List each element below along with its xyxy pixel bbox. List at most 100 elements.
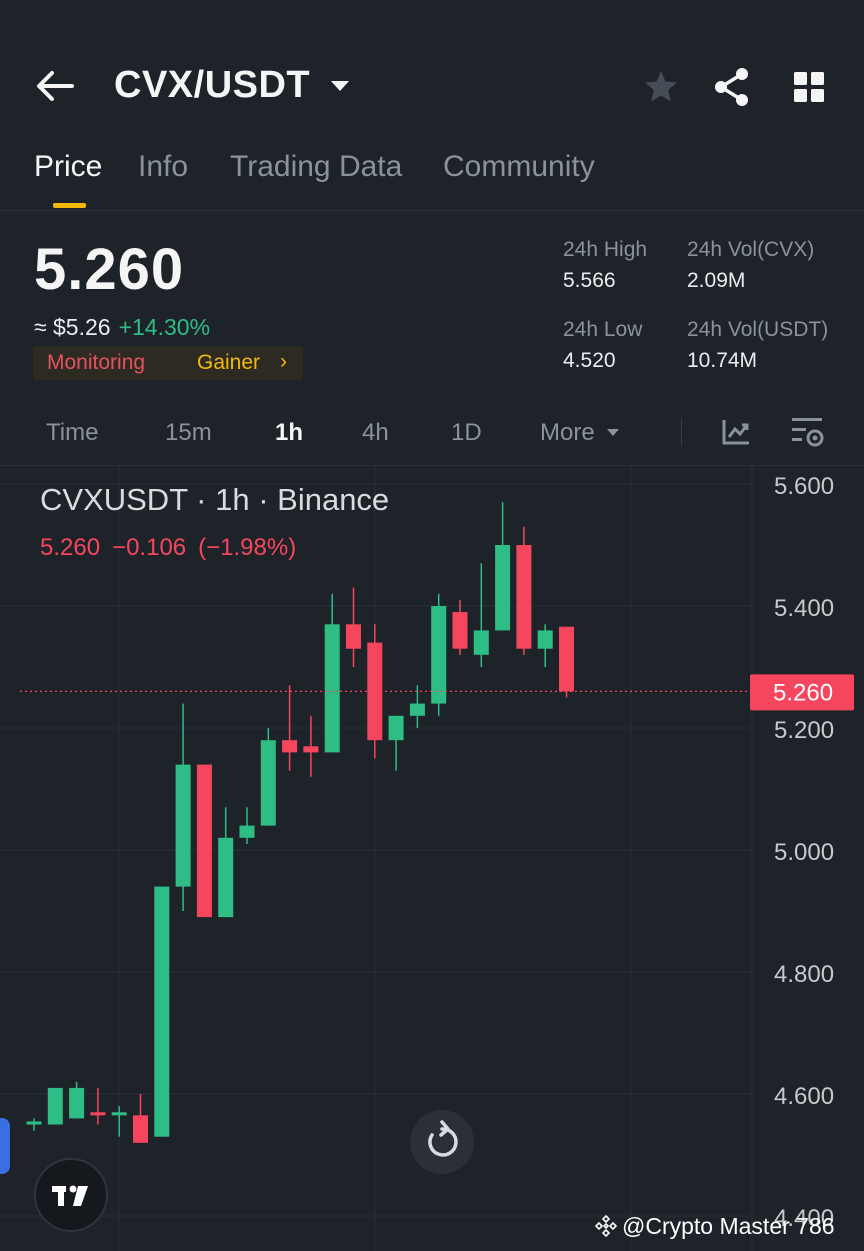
candle-body (559, 626, 574, 692)
y-tick-label: 4.800 (774, 961, 834, 988)
candle-body (175, 764, 191, 887)
candle-body (452, 612, 468, 649)
high-value: 5.566 (563, 269, 616, 292)
reset-icon (428, 1120, 458, 1157)
candle (47, 1087, 63, 1125)
candle (111, 1106, 127, 1137)
candle (537, 624, 553, 667)
chart-title: CVXUSDT · 1h · Binance (40, 482, 390, 517)
interval-more-label: More (540, 419, 595, 446)
tab-community[interactable]: Community (443, 150, 595, 183)
low-label: 24h Low (563, 318, 643, 341)
share-button[interactable] (712, 66, 752, 108)
top-bar: CVX/USDT (0, 40, 864, 130)
candle-body (495, 545, 511, 631)
reset-chart-button[interactable] (410, 1110, 474, 1174)
candle (346, 587, 361, 667)
candle (559, 626, 574, 698)
interval-time[interactable]: Time (46, 419, 99, 446)
candle-body (537, 630, 553, 649)
vol-usdt-value: 10.74M (687, 349, 758, 372)
pair-title[interactable]: CVX/USDT (114, 64, 311, 106)
chart-ohlc-line: 5.260 −0.106 (−1.98%) (40, 534, 308, 562)
tab-trading-data[interactable]: Trading Data (230, 150, 403, 183)
y-tick-label: 5.000 (774, 839, 834, 866)
candle (452, 599, 468, 655)
back-button[interactable] (32, 66, 78, 106)
watermark: @Crypto Master 786 (594, 1213, 835, 1240)
favorite-button[interactable] (640, 66, 682, 108)
vol-usdt-label: 24h Vol(USDT) (687, 318, 829, 341)
candle-body (133, 1115, 148, 1143)
candle-body (431, 606, 447, 704)
candle (260, 728, 276, 826)
candle (196, 764, 212, 918)
chart-settings-button[interactable] (790, 415, 826, 449)
arrow-left-icon (37, 71, 74, 101)
candle-body (367, 642, 383, 741)
y-tick-label: 5.200 (774, 717, 834, 744)
indicator-button[interactable] (720, 417, 752, 447)
interval-bar: Time 15m 1h 4h 1D More (0, 405, 864, 466)
price-change-percent: +14.30% (118, 314, 211, 340)
grid-menu-button[interactable] (790, 68, 828, 106)
interval-more[interactable]: More (540, 419, 621, 447)
candle-body (516, 545, 532, 649)
indicator-icon (722, 420, 749, 445)
candle (367, 624, 383, 759)
candle (409, 685, 425, 728)
candle-body (90, 1112, 106, 1116)
candle-body (239, 825, 255, 838)
candle-body (196, 764, 212, 918)
usd-price: ≈ $5.26 (34, 314, 111, 340)
interval-1d[interactable]: 1D (451, 419, 482, 446)
candle (516, 526, 532, 655)
usd-price-line: ≈ $5.26 +14.30% (34, 314, 210, 341)
binance-logo-icon (594, 1214, 618, 1238)
candle-body (346, 624, 361, 649)
candle-body (324, 624, 340, 753)
candle-body (303, 746, 319, 753)
drawing-toolbar-handle[interactable] (0, 1118, 10, 1174)
y-tick-label: 4.600 (774, 1083, 834, 1110)
high-label: 24h High (563, 238, 648, 261)
last-price: 5.260 (34, 237, 185, 302)
candlestick-chart[interactable]: 5.600 5.400 5.200 5.000 4.800 4.600 4.400 5.260 (0, 466, 864, 1251)
monitoring-tag[interactable]: Monitoring (47, 351, 146, 374)
tab-info[interactable]: Info (138, 150, 189, 183)
chart-change: −0.106 (112, 534, 187, 561)
candle (154, 886, 170, 1137)
candle-body (154, 886, 170, 1137)
tag-divider (209, 356, 211, 368)
price-chart[interactable]: 5.600 5.400 5.200 5.000 4.800 4.600 4.400 5.260… (0, 466, 864, 1251)
last-price-tag (750, 674, 854, 711)
tab-price[interactable]: Price (34, 150, 103, 183)
candle (495, 502, 511, 631)
candle (303, 715, 319, 777)
candle (175, 703, 191, 911)
interval-1h[interactable]: 1h (275, 419, 304, 446)
candle-body (69, 1087, 85, 1119)
active-tab-indicator (53, 203, 86, 208)
tradingview-logo-icon (52, 1185, 88, 1206)
tradingview-logo[interactable] (34, 1158, 108, 1232)
interval-15m[interactable]: 15m (165, 419, 212, 446)
candle-body (111, 1112, 127, 1116)
pair-selector-button[interactable] (328, 76, 352, 96)
candle-body (218, 837, 234, 918)
candle (26, 1118, 42, 1131)
gainer-tag[interactable]: Gainer (197, 351, 261, 374)
interval-4h[interactable]: 4h (362, 419, 389, 446)
vol-cvx-value: 2.09M (687, 269, 746, 292)
candle-body (47, 1087, 63, 1125)
candle (90, 1087, 106, 1125)
last-price-tag-label: 5.260 (773, 679, 833, 706)
candle-body (260, 740, 276, 826)
candle-body (473, 630, 489, 655)
star-icon (645, 71, 677, 102)
share-icon (715, 68, 748, 106)
candle-body (409, 703, 425, 716)
tag-bar[interactable]: Monitoring Gainer › (33, 346, 303, 380)
caret-down-icon (607, 429, 620, 436)
